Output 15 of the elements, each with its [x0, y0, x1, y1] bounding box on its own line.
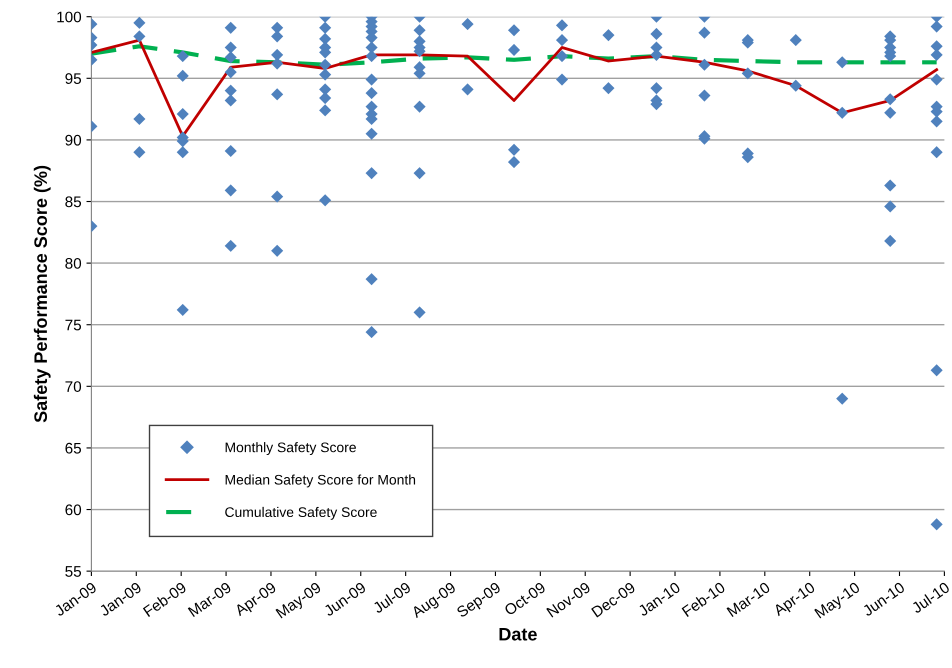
- y-tick-label: 95: [65, 73, 82, 84]
- legend-label: Median Safety Score for Month: [226, 474, 416, 488]
- y-tick-label: 85: [65, 196, 82, 208]
- y-tick-label: 55: [65, 566, 82, 577]
- y-tick-label: 100: [57, 12, 82, 22]
- y-tick-label: 70: [65, 381, 82, 392]
- legend-label: Cumulative Safety Score: [225, 506, 377, 520]
- y-tick-label: 65: [65, 442, 82, 454]
- legend-label: Monthly Safety Score: [226, 442, 356, 456]
- y-tick-label: 75: [65, 320, 82, 330]
- y-tick-label: 90: [65, 134, 82, 146]
- x-axis-title: Date: [500, 628, 537, 641]
- y-axis-title: Safety Performance Score (%): [34, 166, 51, 422]
- y-tick-label: 60: [65, 504, 82, 516]
- y-tick-label: 80: [65, 258, 82, 269]
